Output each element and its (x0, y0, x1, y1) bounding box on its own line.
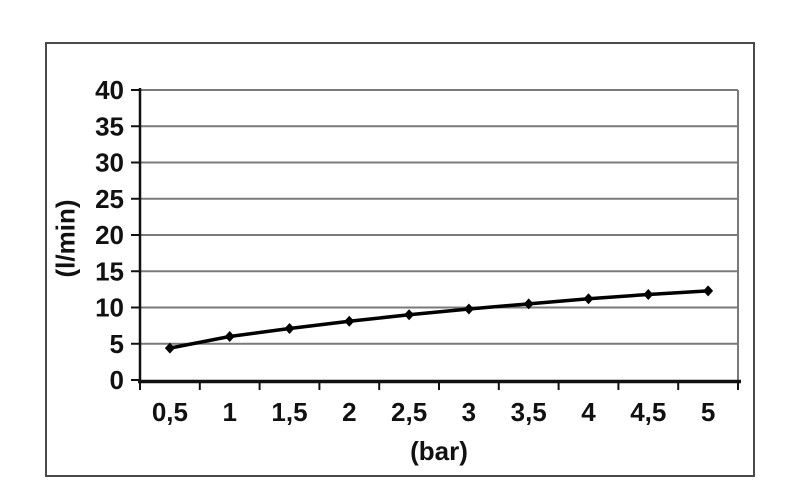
series-line-flow-curve (168, 289, 710, 350)
y-tick-label-30: 30 (95, 148, 124, 178)
x-tick-label-2: 1,5 (271, 397, 307, 427)
y-tick-label-20: 20 (95, 220, 124, 250)
x-tick-label-7: 4 (581, 397, 596, 427)
x-tick-label-6: 3,5 (511, 397, 547, 427)
y-tick-label-40: 40 (95, 75, 124, 105)
y-tick-label-0: 0 (110, 365, 124, 395)
x-tick-label-3: 2 (342, 397, 356, 427)
x-tick-label-4: 2,5 (391, 397, 427, 427)
data-point-marker-0,5 (164, 342, 175, 354)
x-tick-label-8: 4,5 (630, 397, 666, 427)
data-point-marker-5 (703, 285, 714, 297)
data-point-marker-1 (224, 331, 235, 342)
y-tick-label-35: 35 (95, 111, 124, 141)
data-point-marker-2,5 (404, 309, 415, 321)
data-point-marker-2 (344, 315, 355, 327)
y-tick-label-15: 15 (95, 256, 124, 286)
y-tick-label-25: 25 (95, 184, 124, 214)
y-tick-label-5: 5 (110, 329, 124, 359)
x-tick-label-9: 5 (701, 397, 715, 427)
data-point-marker-3,5 (523, 298, 534, 310)
x-tick-label-1: 1 (222, 397, 236, 427)
data-point-marker-4 (583, 293, 594, 305)
x-tick-label-0: 0,5 (152, 397, 188, 427)
x-axis-title: (bar) (410, 436, 468, 466)
data-point-marker-1,5 (284, 323, 295, 335)
chart-border-frame (45, 42, 755, 477)
data-point-marker-4,5 (643, 288, 654, 300)
x-tick-label-5: 3 (462, 397, 476, 427)
y-axis-title: (l/min) (50, 199, 81, 278)
y-tick-label-10: 10 (95, 293, 124, 323)
data-point-marker-3 (463, 303, 474, 315)
